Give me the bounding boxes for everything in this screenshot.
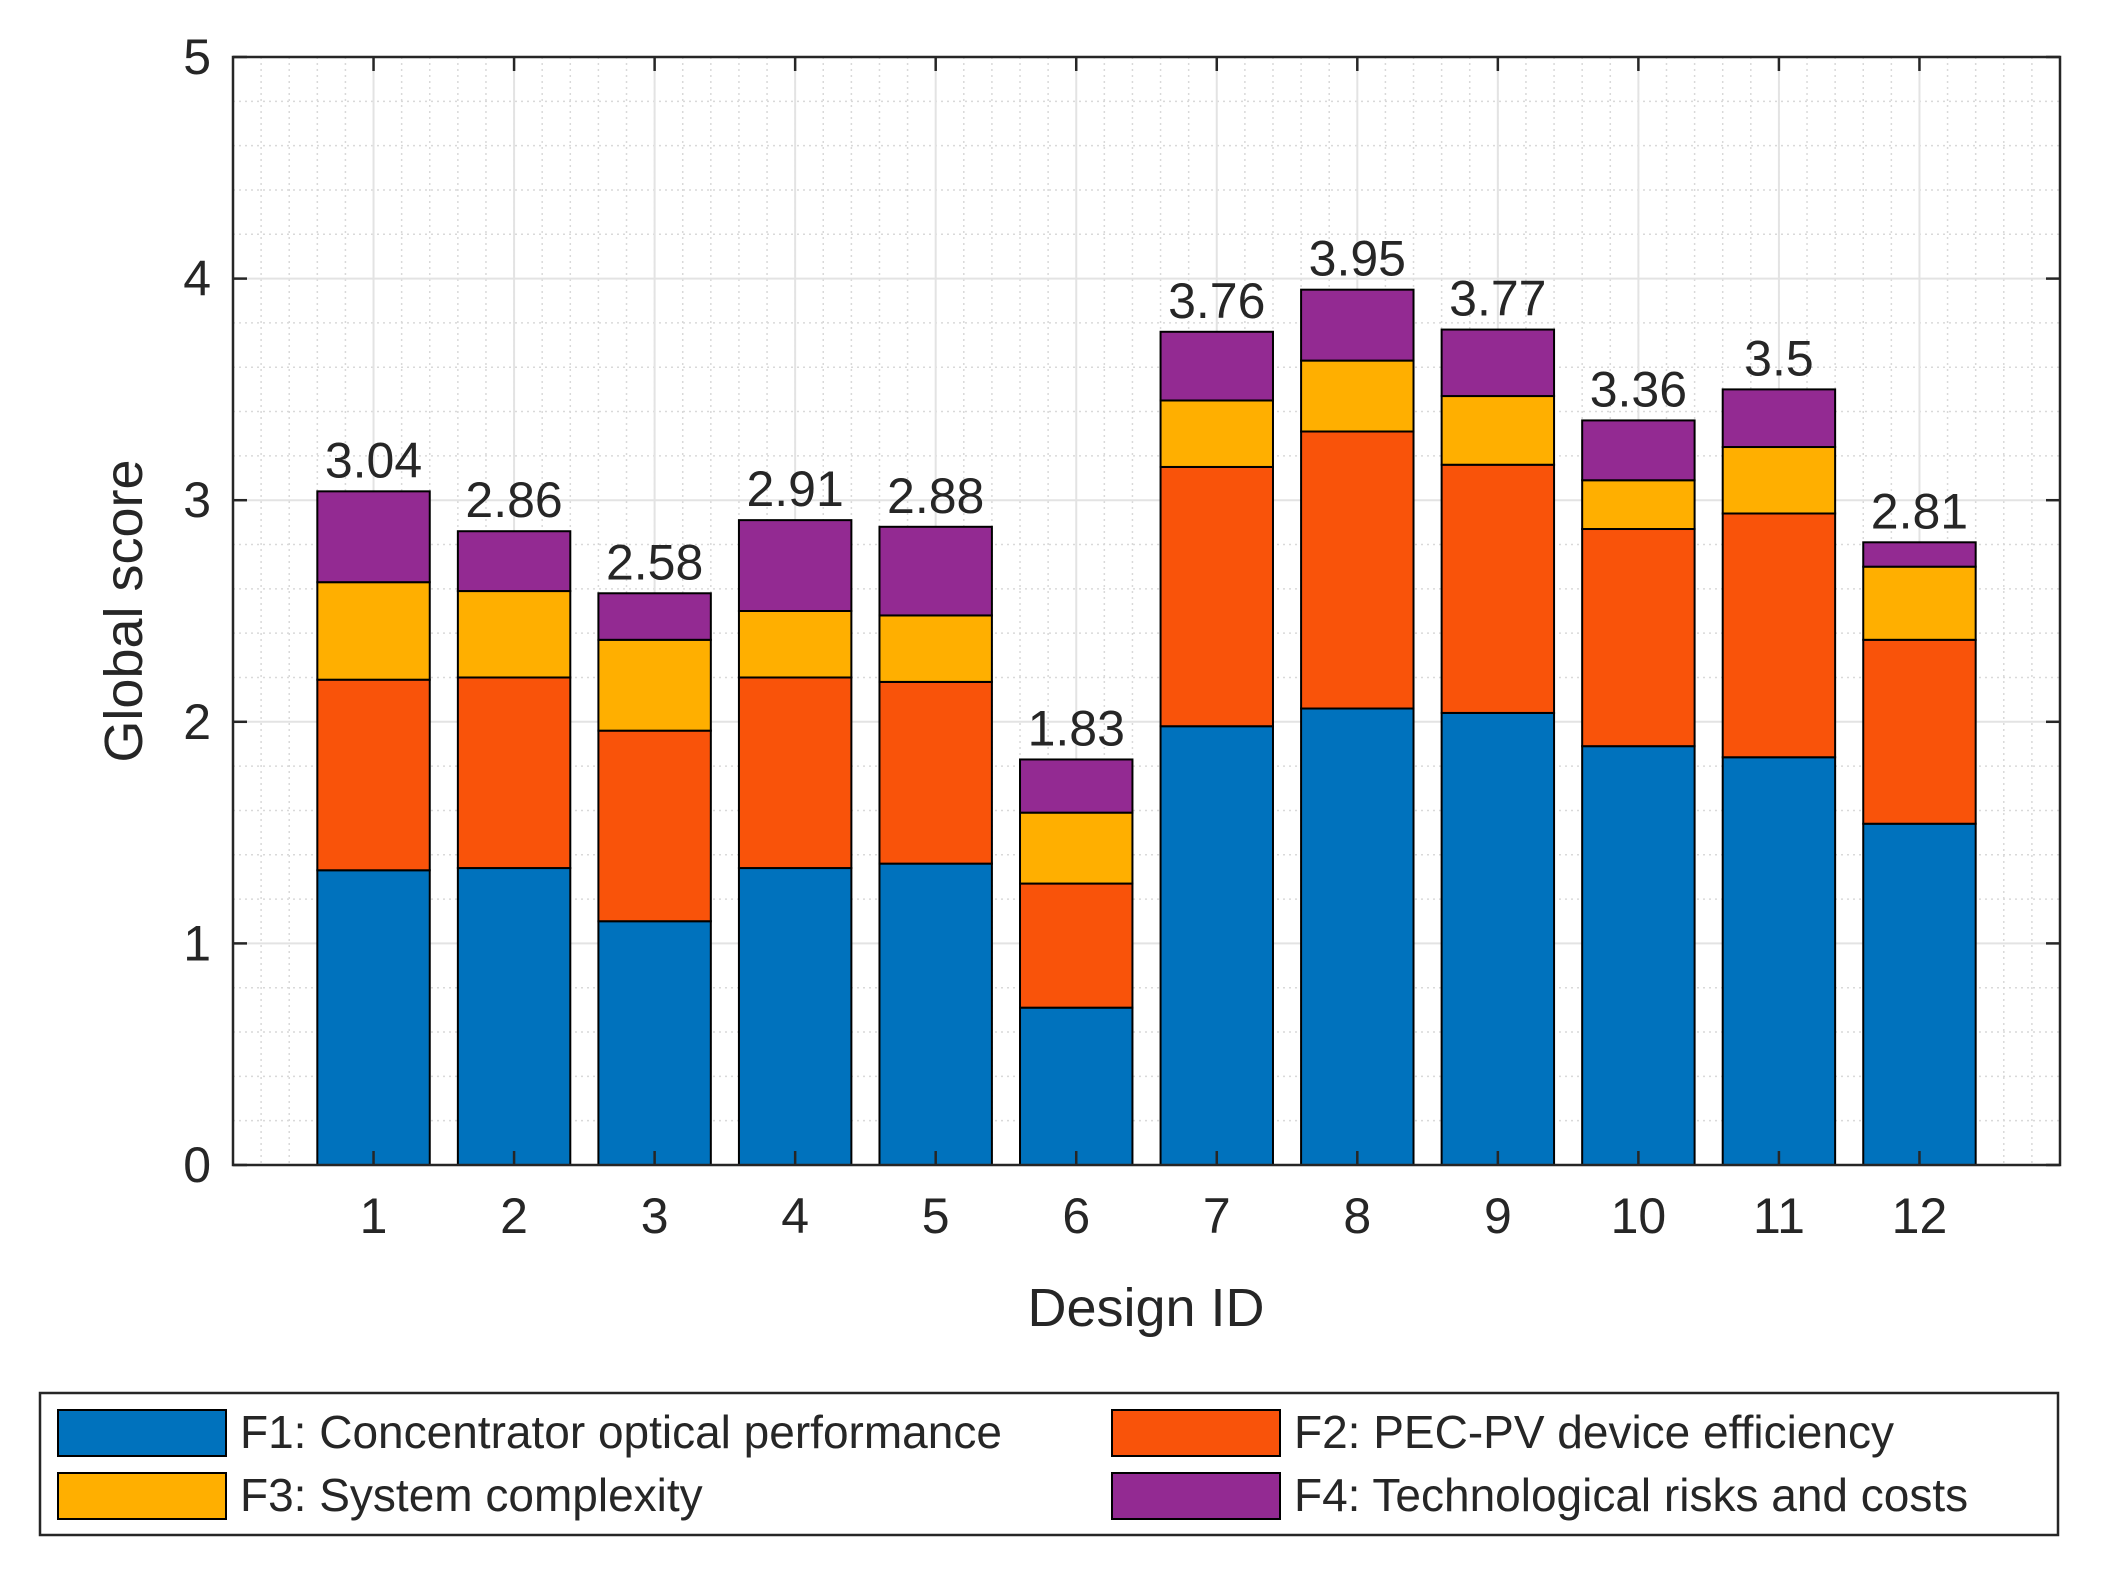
bar-segment-f1: [1159, 725, 1274, 1166]
bar-segment-f1: [1019, 1006, 1134, 1166]
bar-segment-f2: [1440, 463, 1556, 714]
legend-label-f3: F3: System complexity: [240, 1469, 703, 1521]
bar-segment-f4: [1300, 288, 1415, 362]
bar-segment-f4: [316, 490, 431, 584]
labels-layer: 3.04 2.86 2.58 2.91 2.88 1.83 3.76 3.95 3.77 3.36…: [183, 29, 1968, 1244]
bar-segment-f4: [1159, 330, 1274, 402]
bar-total-label: 2.86: [465, 472, 562, 528]
x-tick-label: 2: [500, 1188, 528, 1244]
plot-frame: [231, 55, 2062, 1167]
bar-segment-f1: [456, 867, 572, 1167]
y-tick-label: 3: [183, 472, 211, 528]
x-tick-label: 1: [360, 1188, 388, 1244]
bar-segment-f1: [1440, 711, 1556, 1166]
legend-swatch-f2: [1111, 1409, 1281, 1457]
bar-total-label: 3.04: [325, 432, 422, 488]
ticks-layer: [233, 55, 2060, 1167]
bar-segment-f4: [1581, 419, 1696, 482]
legend-swatch-f4: [1111, 1472, 1281, 1520]
bar-segment-f4: [1440, 328, 1556, 398]
bar-segment-f3: [316, 581, 431, 681]
x-tick-label: 10: [1611, 1188, 1667, 1244]
x-tick-label: 9: [1484, 1188, 1512, 1244]
bar-segment-f1: [1581, 745, 1696, 1167]
bar-segment-f2: [878, 680, 993, 865]
bar-segment-f4: [878, 525, 993, 617]
bar-segment-f1: [1721, 756, 1837, 1166]
legend-label-f1: F1: Concentrator optical performance: [240, 1406, 1002, 1458]
bar-segment-f3: [456, 590, 572, 679]
bar-segment-f2: [1721, 512, 1837, 759]
bar-segment-f1: [737, 867, 853, 1167]
bar-segment-f2: [456, 676, 572, 870]
bars-layer: [316, 288, 1977, 1167]
bar-segment-f3: [1159, 399, 1274, 468]
y-tick-label: 1: [183, 915, 211, 971]
x-tick-label: 4: [781, 1188, 809, 1244]
bar-segment-f3: [1862, 565, 1977, 641]
bar-segment-f4: [597, 592, 712, 641]
bar-total-label: 3.76: [1168, 273, 1265, 329]
legend-label-f4: F4: Technological risks and costs: [1294, 1469, 1968, 1521]
x-tick-label: 12: [1892, 1188, 1948, 1244]
bar-total-label: 1.83: [1028, 700, 1125, 756]
bar-segment-f3: [1019, 811, 1134, 885]
legend-box: [38, 1391, 2060, 1537]
x-tick-label: 7: [1203, 1188, 1231, 1244]
bar-segment-f3: [1721, 446, 1837, 515]
y-tick-label: 5: [183, 29, 211, 85]
bar-segment-f4: [1862, 541, 1977, 568]
y-tick-label: 0: [183, 1137, 211, 1193]
y-tick-label: 4: [183, 251, 211, 307]
bar-total-label: 2.81: [1871, 483, 1968, 539]
bar-total-label: 3.36: [1590, 361, 1687, 417]
bar-total-label: 2.88: [887, 468, 984, 524]
bar-segment-f3: [1300, 359, 1415, 433]
legend-label-f2: F2: PEC-PV device efficiency: [1294, 1406, 1894, 1458]
bar-segment-f2: [1862, 638, 1977, 825]
bar-segment-f1: [1300, 707, 1415, 1167]
bar-segment-f1: [316, 869, 431, 1166]
bar-segment-f2: [1300, 430, 1415, 710]
x-tick-label: 5: [922, 1188, 950, 1244]
bar-segment-f2: [1581, 528, 1696, 748]
bar-segment-f2: [316, 678, 431, 872]
legend: F1: Concentrator optical performance F2: …: [38, 1391, 2060, 1537]
bar-total-label: 3.77: [1449, 271, 1546, 327]
y-axis-title: Global score: [94, 459, 154, 762]
y-tick-label: 2: [183, 694, 211, 750]
bar-segment-f2: [597, 729, 712, 923]
legend-swatch-f1: [57, 1409, 227, 1457]
bar-segment-f2: [737, 676, 853, 870]
bar-segment-f3: [597, 638, 712, 732]
bar-total-label: 2.58: [606, 534, 703, 590]
bar-segment-f3: [737, 610, 853, 679]
bar-segment-f3: [1440, 395, 1556, 466]
bar-total-label: 2.91: [746, 461, 843, 517]
bar-segment-f4: [456, 530, 572, 593]
bar-segment-f3: [1581, 479, 1696, 531]
bar-total-label: 3.5: [1744, 330, 1814, 386]
x-tick-label: 3: [641, 1188, 669, 1244]
bar-segment-f2: [1159, 465, 1274, 728]
legend-swatch-f3: [57, 1472, 227, 1520]
x-tick-label: 6: [1062, 1188, 1090, 1244]
bar-total-label: 3.95: [1309, 231, 1406, 287]
bar-segment-f4: [737, 519, 853, 612]
bar-segment-f4: [1721, 388, 1837, 449]
bar-segment-f3: [878, 614, 993, 683]
x-axis-title: Design ID: [1027, 1278, 1264, 1338]
bar-segment-f1: [878, 862, 993, 1167]
bar-segment-f2: [1019, 882, 1134, 1009]
x-tick-label: 11: [1753, 1188, 1805, 1244]
bar-segment-f1: [597, 920, 712, 1166]
x-tick-label: 8: [1343, 1188, 1371, 1244]
bar-segment-f4: [1019, 758, 1134, 814]
bar-segment-f1: [1862, 822, 1977, 1167]
